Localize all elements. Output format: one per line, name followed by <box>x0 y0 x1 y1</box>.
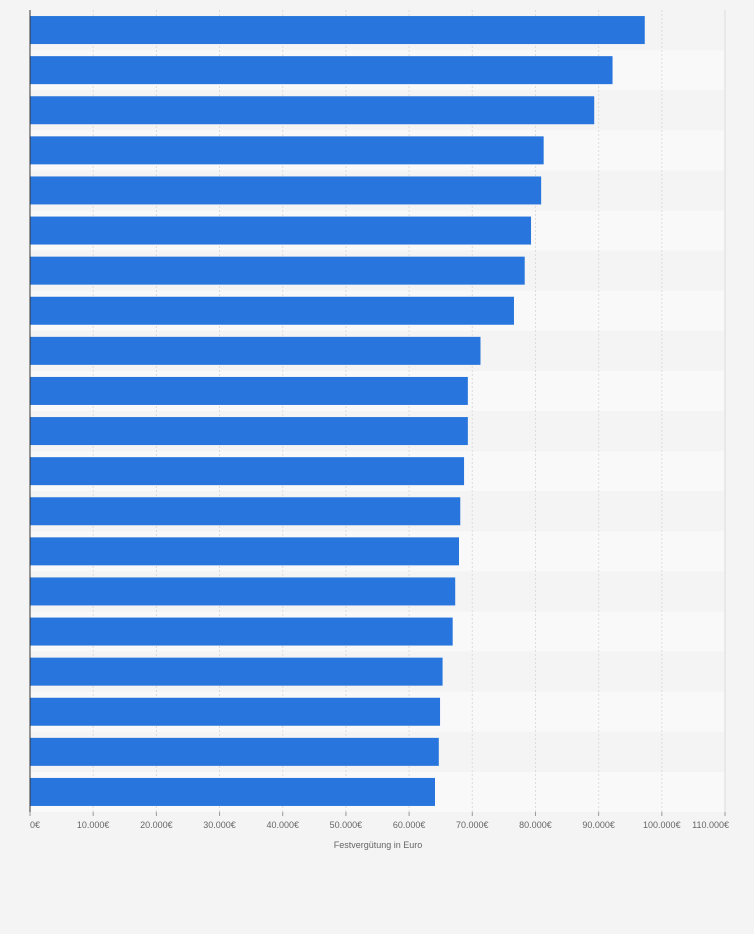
x-tick-label: 40.000€ <box>266 820 299 830</box>
bar[interactable] <box>30 577 456 606</box>
bar[interactable] <box>30 336 481 365</box>
bar[interactable] <box>30 617 453 646</box>
x-tick-label: 70.000€ <box>456 820 489 830</box>
bar[interactable] <box>30 216 532 245</box>
x-tick-label: 0€ <box>30 820 40 830</box>
bar[interactable] <box>30 777 435 806</box>
bar[interactable] <box>30 737 439 766</box>
bar[interactable] <box>30 697 441 726</box>
bar[interactable] <box>30 376 468 405</box>
x-tick-label: 60.000€ <box>393 820 426 830</box>
x-tick-label: 90.000€ <box>582 820 615 830</box>
bars <box>30 16 645 806</box>
bar[interactable] <box>30 176 542 205</box>
x-tick-label: 50.000€ <box>330 820 363 830</box>
x-axis-label: Festvergütung in Euro <box>334 840 423 850</box>
x-tick-labels: 0€ 10.000€ 20.000€ 30.000€ 40.000€ 50.000€ 60.… <box>29 812 729 830</box>
bar[interactable] <box>30 417 468 446</box>
bar[interactable] <box>30 96 595 125</box>
x-tick-label: 100.000€ <box>643 820 681 830</box>
x-tick-label: 20.000€ <box>140 820 173 830</box>
bar[interactable] <box>30 136 544 165</box>
bar[interactable] <box>30 537 460 566</box>
bar[interactable] <box>30 56 613 85</box>
x-tick-label: 80.000€ <box>519 820 552 830</box>
x-tick-label: 30.000€ <box>203 820 236 830</box>
x-tick-label: 10.000€ <box>77 820 110 830</box>
row-bands <box>30 10 725 812</box>
bar[interactable] <box>30 296 514 325</box>
bar[interactable] <box>30 657 443 686</box>
x-tick-label: 110.000€ <box>692 820 729 830</box>
bar[interactable] <box>30 457 465 486</box>
bar[interactable] <box>30 256 525 285</box>
bar[interactable] <box>30 16 645 45</box>
bar[interactable] <box>30 497 461 526</box>
